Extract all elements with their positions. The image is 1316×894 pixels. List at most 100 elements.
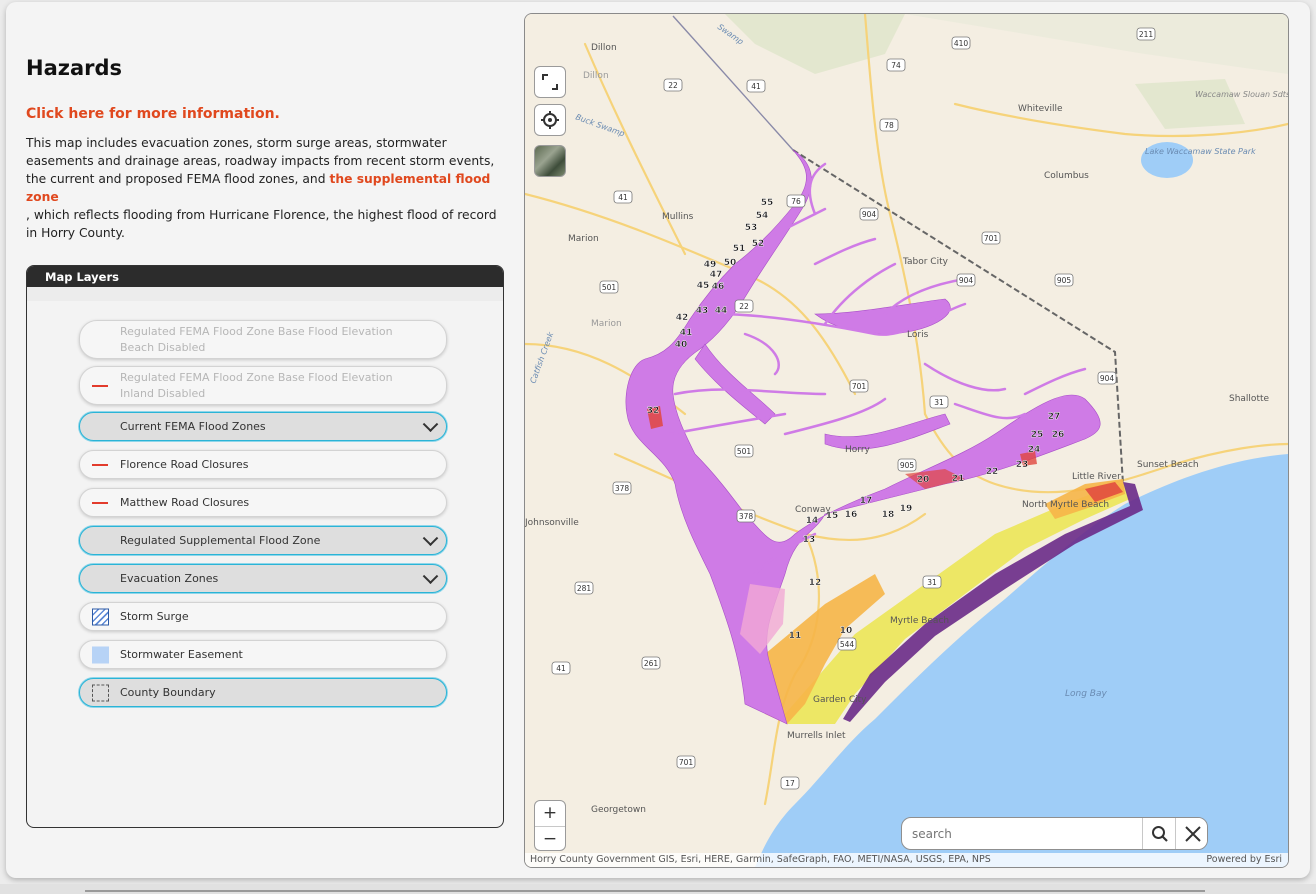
zone-number-label[interactable]: 45 — [697, 281, 710, 291]
zone-number-label[interactable]: 10 — [840, 626, 853, 636]
chevron-down-icon[interactable] — [422, 529, 439, 546]
zone-number-label[interactable]: 21 — [952, 474, 965, 484]
zone-number-label[interactable]: 51 — [733, 244, 746, 254]
zone-number-label[interactable]: 17 — [860, 496, 873, 506]
fullscreen-icon — [542, 74, 558, 90]
layer-matthew-road-closures[interactable]: Matthew Road Closures — [79, 488, 447, 517]
svg-text:378: 378 — [739, 512, 754, 521]
svg-text:Georgetown: Georgetown — [591, 805, 646, 815]
zone-number-label[interactable]: 16 — [845, 510, 858, 520]
basemap-toggle-button[interactable] — [534, 145, 566, 177]
layer-fema-bfe-beach[interactable]: Regulated FEMA Flood Zone Base Flood Ele… — [79, 320, 447, 359]
zone-number-label[interactable]: 54 — [756, 211, 769, 221]
layer-county-boundary[interactable]: County Boundary — [79, 678, 447, 707]
svg-text:904: 904 — [1100, 374, 1115, 383]
fullscreen-button[interactable] — [534, 66, 566, 98]
zone-number-label[interactable]: 32 — [647, 406, 660, 416]
svg-text:701: 701 — [852, 382, 867, 391]
svg-text:22: 22 — [739, 302, 749, 311]
zone-number-label[interactable]: 20 — [917, 475, 930, 485]
zone-number-label[interactable]: 53 — [745, 223, 758, 233]
svg-text:41: 41 — [556, 664, 566, 673]
dashed-square-icon — [92, 684, 109, 701]
route-shield: 410 — [951, 36, 971, 50]
svg-text:905: 905 — [1057, 276, 1072, 285]
search-button[interactable] — [1142, 818, 1176, 849]
layer-label: Stormwater Easement — [120, 647, 243, 661]
route-shield: 904 — [859, 207, 879, 221]
zone-number-label[interactable]: 40 — [675, 340, 688, 350]
locate-button[interactable] — [534, 104, 566, 136]
svg-text:211: 211 — [1139, 30, 1154, 39]
description-text: This map includes evacuation zones, stor… — [26, 136, 495, 186]
svg-text:378: 378 — [615, 484, 630, 493]
zone-number-label[interactable]: 12 — [809, 578, 822, 588]
search-input[interactable] — [910, 824, 1204, 844]
zone-number-label[interactable]: 24 — [1028, 445, 1041, 455]
zone-number-label[interactable]: 11 — [789, 631, 802, 641]
route-shield: 281 — [574, 581, 594, 595]
layer-stormwater-easement[interactable]: Stormwater Easement — [79, 640, 447, 669]
zone-number-label[interactable]: 47 — [710, 270, 723, 280]
basemap[interactable]: Dillon Dillon Whiteville Waccamaw Slouan… — [525, 14, 1288, 867]
layer-label: Storm Surge — [120, 609, 189, 623]
layer-storm-surge[interactable]: Storm Surge — [79, 602, 447, 631]
layer-supplemental-flood-zone[interactable]: Regulated Supplemental Flood Zone — [79, 526, 447, 555]
zone-number-label[interactable]: 41 — [680, 328, 693, 338]
zone-number-label[interactable]: 43 — [696, 306, 709, 316]
more-info-link[interactable]: Click here for more information. — [26, 106, 280, 122]
zoom-in-button[interactable]: + — [535, 801, 565, 827]
zone-number-label[interactable]: 18 — [882, 510, 895, 520]
route-shield: 378 — [736, 509, 756, 523]
route-shield: 904 — [956, 273, 976, 287]
locate-icon — [541, 111, 559, 129]
page-title: Hazards — [26, 56, 123, 80]
route-shield: 261 — [641, 656, 661, 670]
route-shield: 544 — [837, 637, 857, 651]
zone-number-label[interactable]: 26 — [1052, 430, 1065, 440]
zone-number-label[interactable]: 46 — [712, 282, 725, 292]
zone-number-label[interactable]: 25 — [1031, 430, 1044, 440]
description-text-end: , which reflects flooding from Hurricane… — [26, 208, 497, 240]
zone-number-label[interactable]: 23 — [1016, 460, 1029, 470]
zone-number-label[interactable]: 15 — [826, 511, 839, 521]
zoom-out-button[interactable]: − — [542, 829, 558, 849]
route-shield: 41 — [613, 190, 633, 204]
layer-label: County Boundary — [120, 685, 216, 699]
route-shield: 905 — [897, 458, 917, 472]
svg-text:Conway: Conway — [795, 505, 831, 515]
svg-text:Whiteville: Whiteville — [1018, 104, 1063, 114]
powered-by-esri[interactable]: Powered by Esri — [1206, 854, 1282, 865]
zone-number-label[interactable]: 22 — [986, 467, 999, 477]
zone-number-label[interactable]: 55 — [761, 198, 774, 208]
clear-search-button[interactable] — [1175, 818, 1207, 849]
layer-evacuation-zones[interactable]: Evacuation Zones — [79, 564, 447, 593]
zone-number-label[interactable]: 50 — [724, 258, 737, 268]
search-box — [901, 817, 1208, 850]
map-layers-subbar — [27, 287, 503, 301]
layer-florence-road-closures[interactable]: Florence Road Closures — [79, 450, 447, 479]
chevron-down-icon[interactable] — [422, 415, 439, 432]
map-view[interactable]: Dillon Dillon Whiteville Waccamaw Slouan… — [524, 13, 1289, 868]
zone-number-label[interactable]: 14 — [806, 516, 819, 526]
chevron-down-icon[interactable] — [422, 567, 439, 584]
zone-number-label[interactable]: 49 — [704, 260, 717, 270]
svg-text:22: 22 — [668, 81, 678, 90]
zone-number-label[interactable]: 27 — [1048, 412, 1061, 422]
svg-text:261: 261 — [644, 659, 659, 668]
svg-text:Long Bay: Long Bay — [1065, 689, 1107, 699]
svg-text:410: 410 — [954, 39, 969, 48]
layer-current-fema-flood-zones[interactable]: Current FEMA Flood Zones — [79, 412, 447, 441]
supplemental-flood-zone-link[interactable]: the supplemental flood zone — [26, 172, 491, 204]
layer-fema-bfe-inland[interactable]: Regulated FEMA Flood Zone Base Flood Ele… — [79, 366, 447, 405]
zone-number-label[interactable]: 19 — [900, 504, 913, 514]
svg-text:76: 76 — [791, 197, 801, 206]
zone-number-label[interactable]: 42 — [676, 313, 689, 323]
zone-number-label[interactable]: 44 — [715, 306, 728, 316]
svg-text:501: 501 — [737, 447, 752, 456]
zone-number-label[interactable]: 52 — [752, 239, 765, 249]
svg-text:Little River: Little River — [1072, 472, 1121, 482]
zone-number-label[interactable]: 13 — [803, 535, 816, 545]
map-attribution: Horry County Government GIS, Esri, HERE,… — [525, 853, 1288, 867]
